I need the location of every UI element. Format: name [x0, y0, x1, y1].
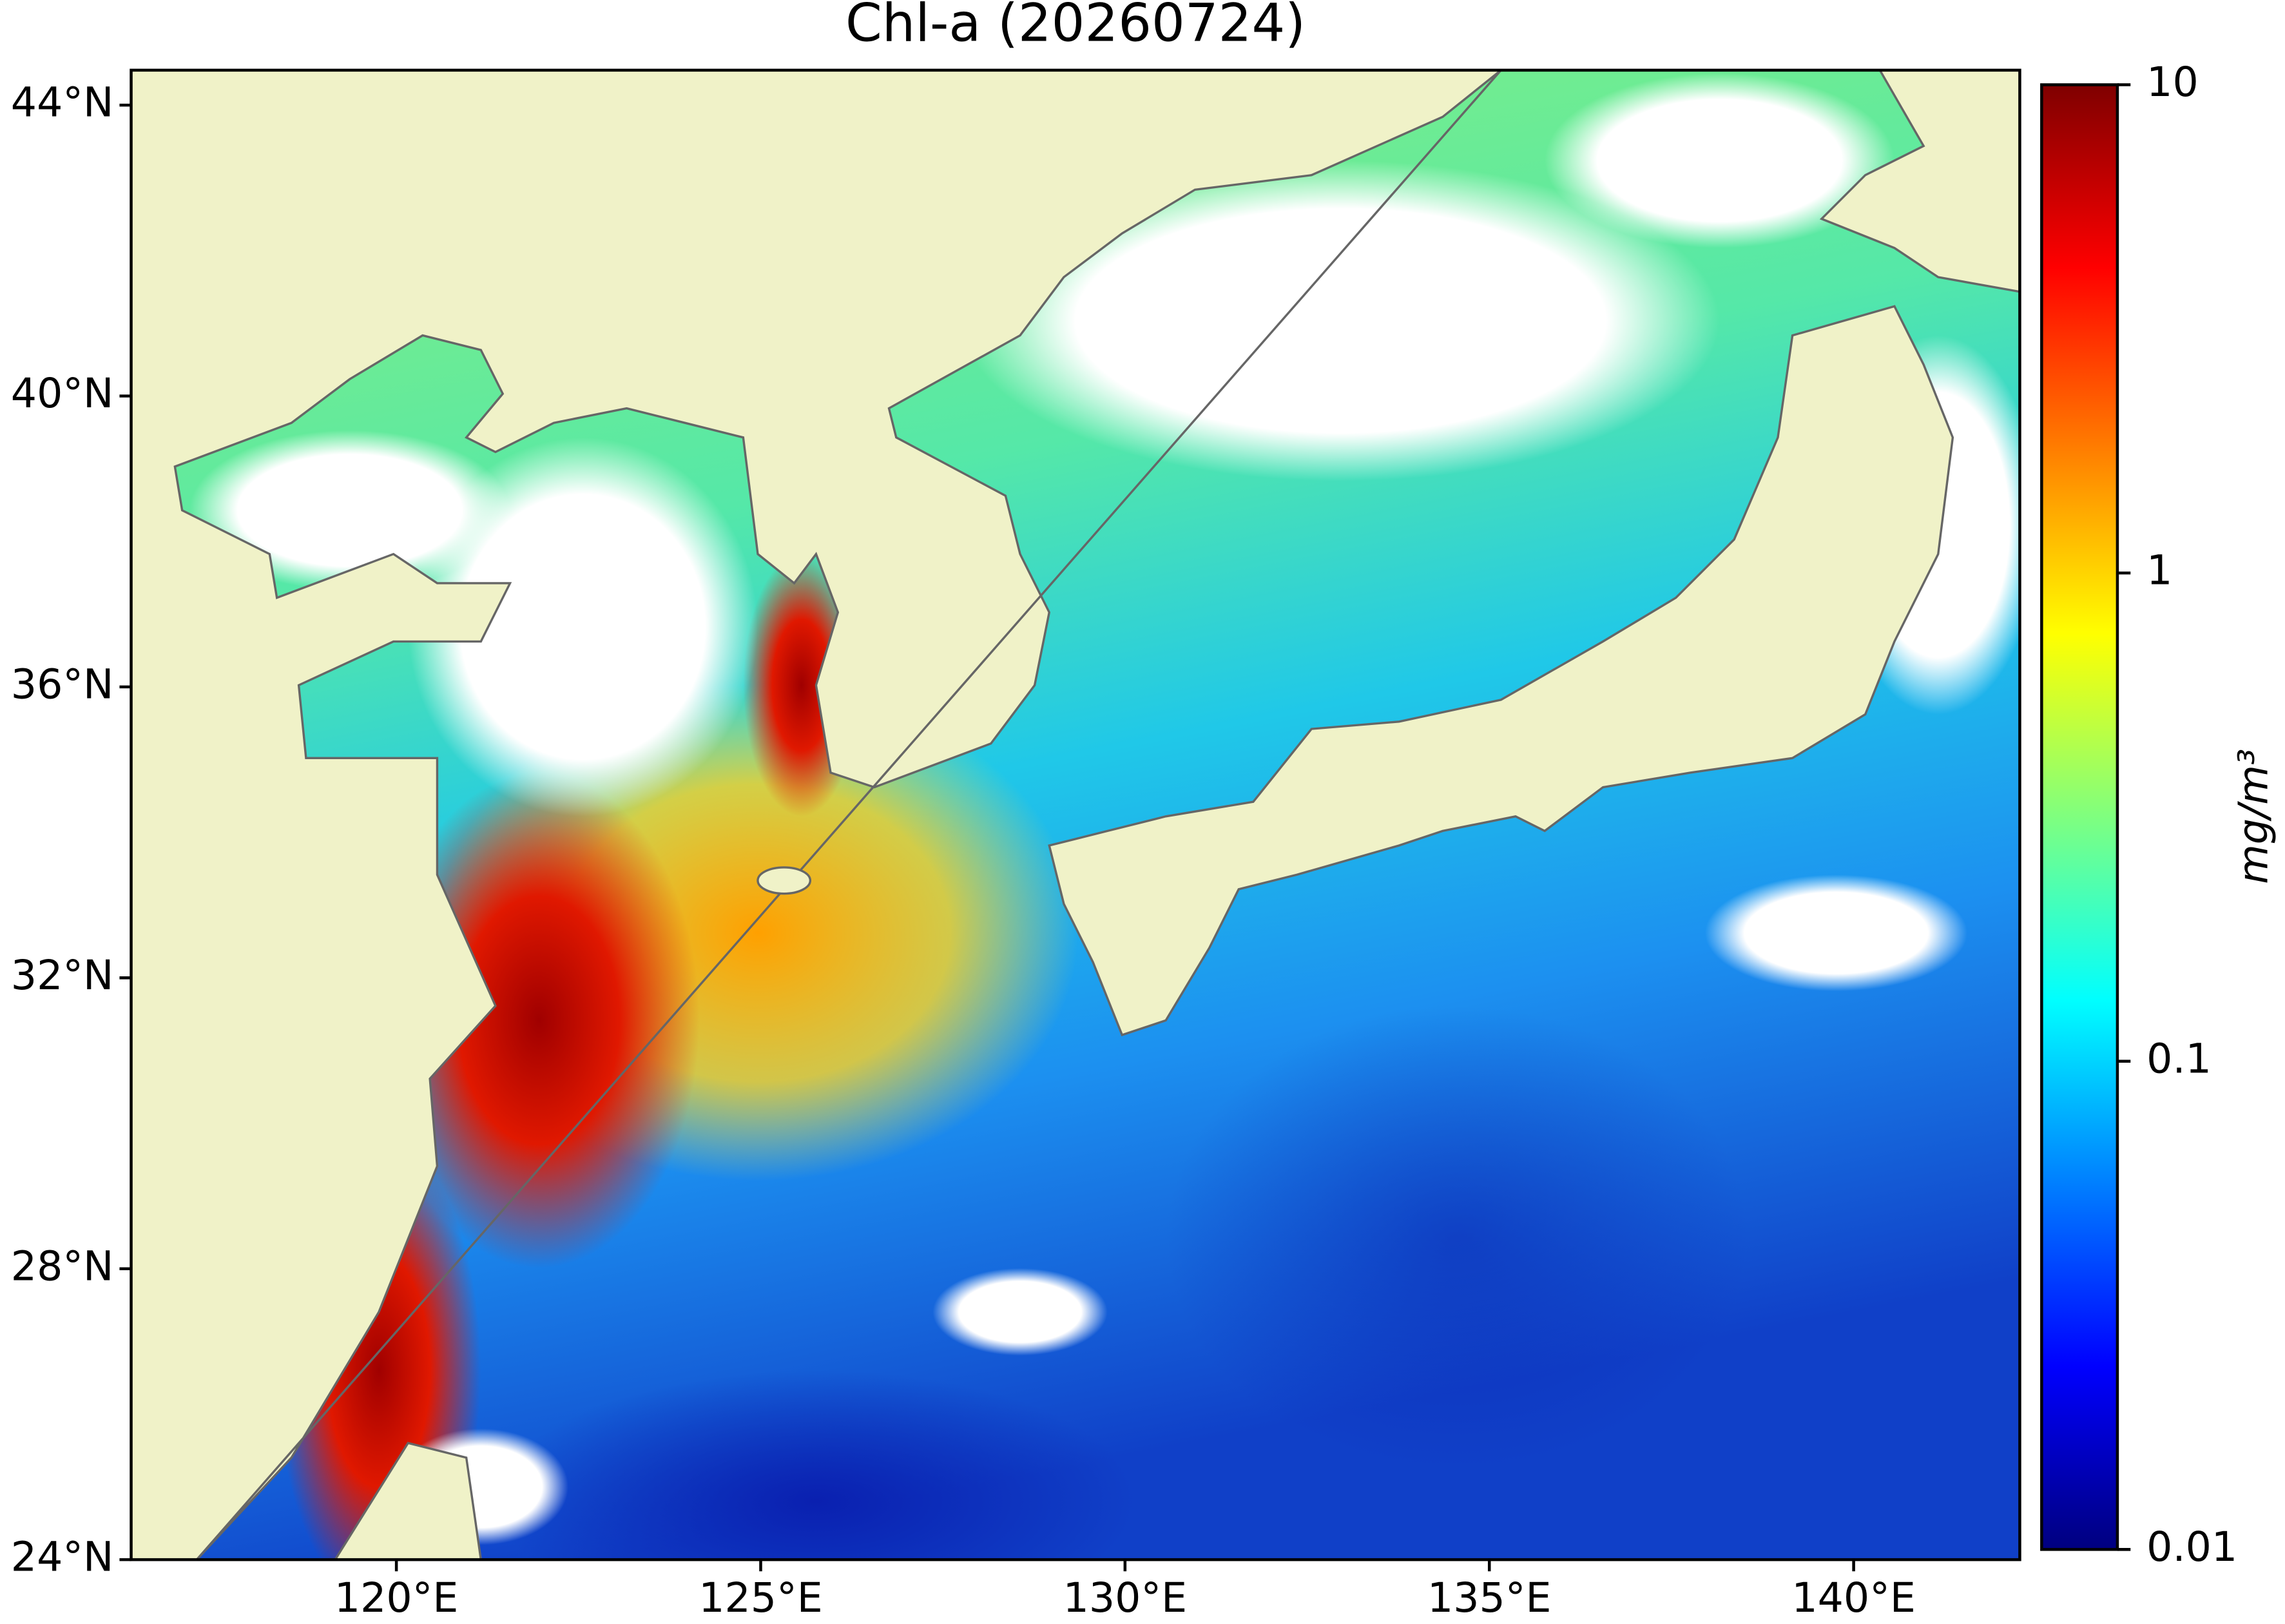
map-area [131, 70, 2020, 1560]
y-tick-label: 40°N [11, 369, 114, 417]
chart-title: Chl-a (20260724) [845, 0, 1306, 54]
x-tick-label: 130°E [1063, 1574, 1188, 1621]
coastline [173, 70, 1502, 1560]
colorbar-tick-label: 1 [2146, 546, 2172, 594]
cloud [1545, 73, 1895, 248]
map-frame [130, 68, 2021, 1561]
colorbar [2040, 83, 2119, 1551]
colorbar-tick-label: 10 [2146, 58, 2199, 106]
colorbar-tick-label: 0.01 [2146, 1523, 2237, 1571]
x-tick-label: 120°E [334, 1574, 459, 1621]
y-tick-label: 44°N [11, 79, 114, 126]
low-chl-area [1166, 1005, 1749, 1473]
y-tick-label: 32°N [11, 951, 114, 999]
low-chl-area [495, 1370, 1137, 1560]
taiwan-land [334, 1442, 483, 1560]
hokkaido-land [1819, 70, 2020, 293]
colorbar-label: mg/m³ [2229, 749, 2277, 884]
x-tick-label: 135°E [1427, 1574, 1552, 1621]
x-tick-label: 125°E [699, 1574, 823, 1621]
y-tick-label: 28°N [11, 1242, 114, 1290]
cloud [961, 160, 1720, 481]
high-chl-area [378, 772, 700, 1268]
cloud [189, 430, 510, 591]
cloud [932, 1268, 1108, 1356]
y-tick-label: 24°N [11, 1533, 114, 1581]
colorbar-tick-label: 0.1 [2146, 1034, 2212, 1082]
x-tick-label: 140°E [1791, 1574, 1916, 1621]
y-tick-label: 36°N [11, 660, 114, 708]
cloud [1704, 875, 1967, 992]
jeju-island [757, 866, 812, 895]
japan-land [1048, 305, 1954, 1037]
